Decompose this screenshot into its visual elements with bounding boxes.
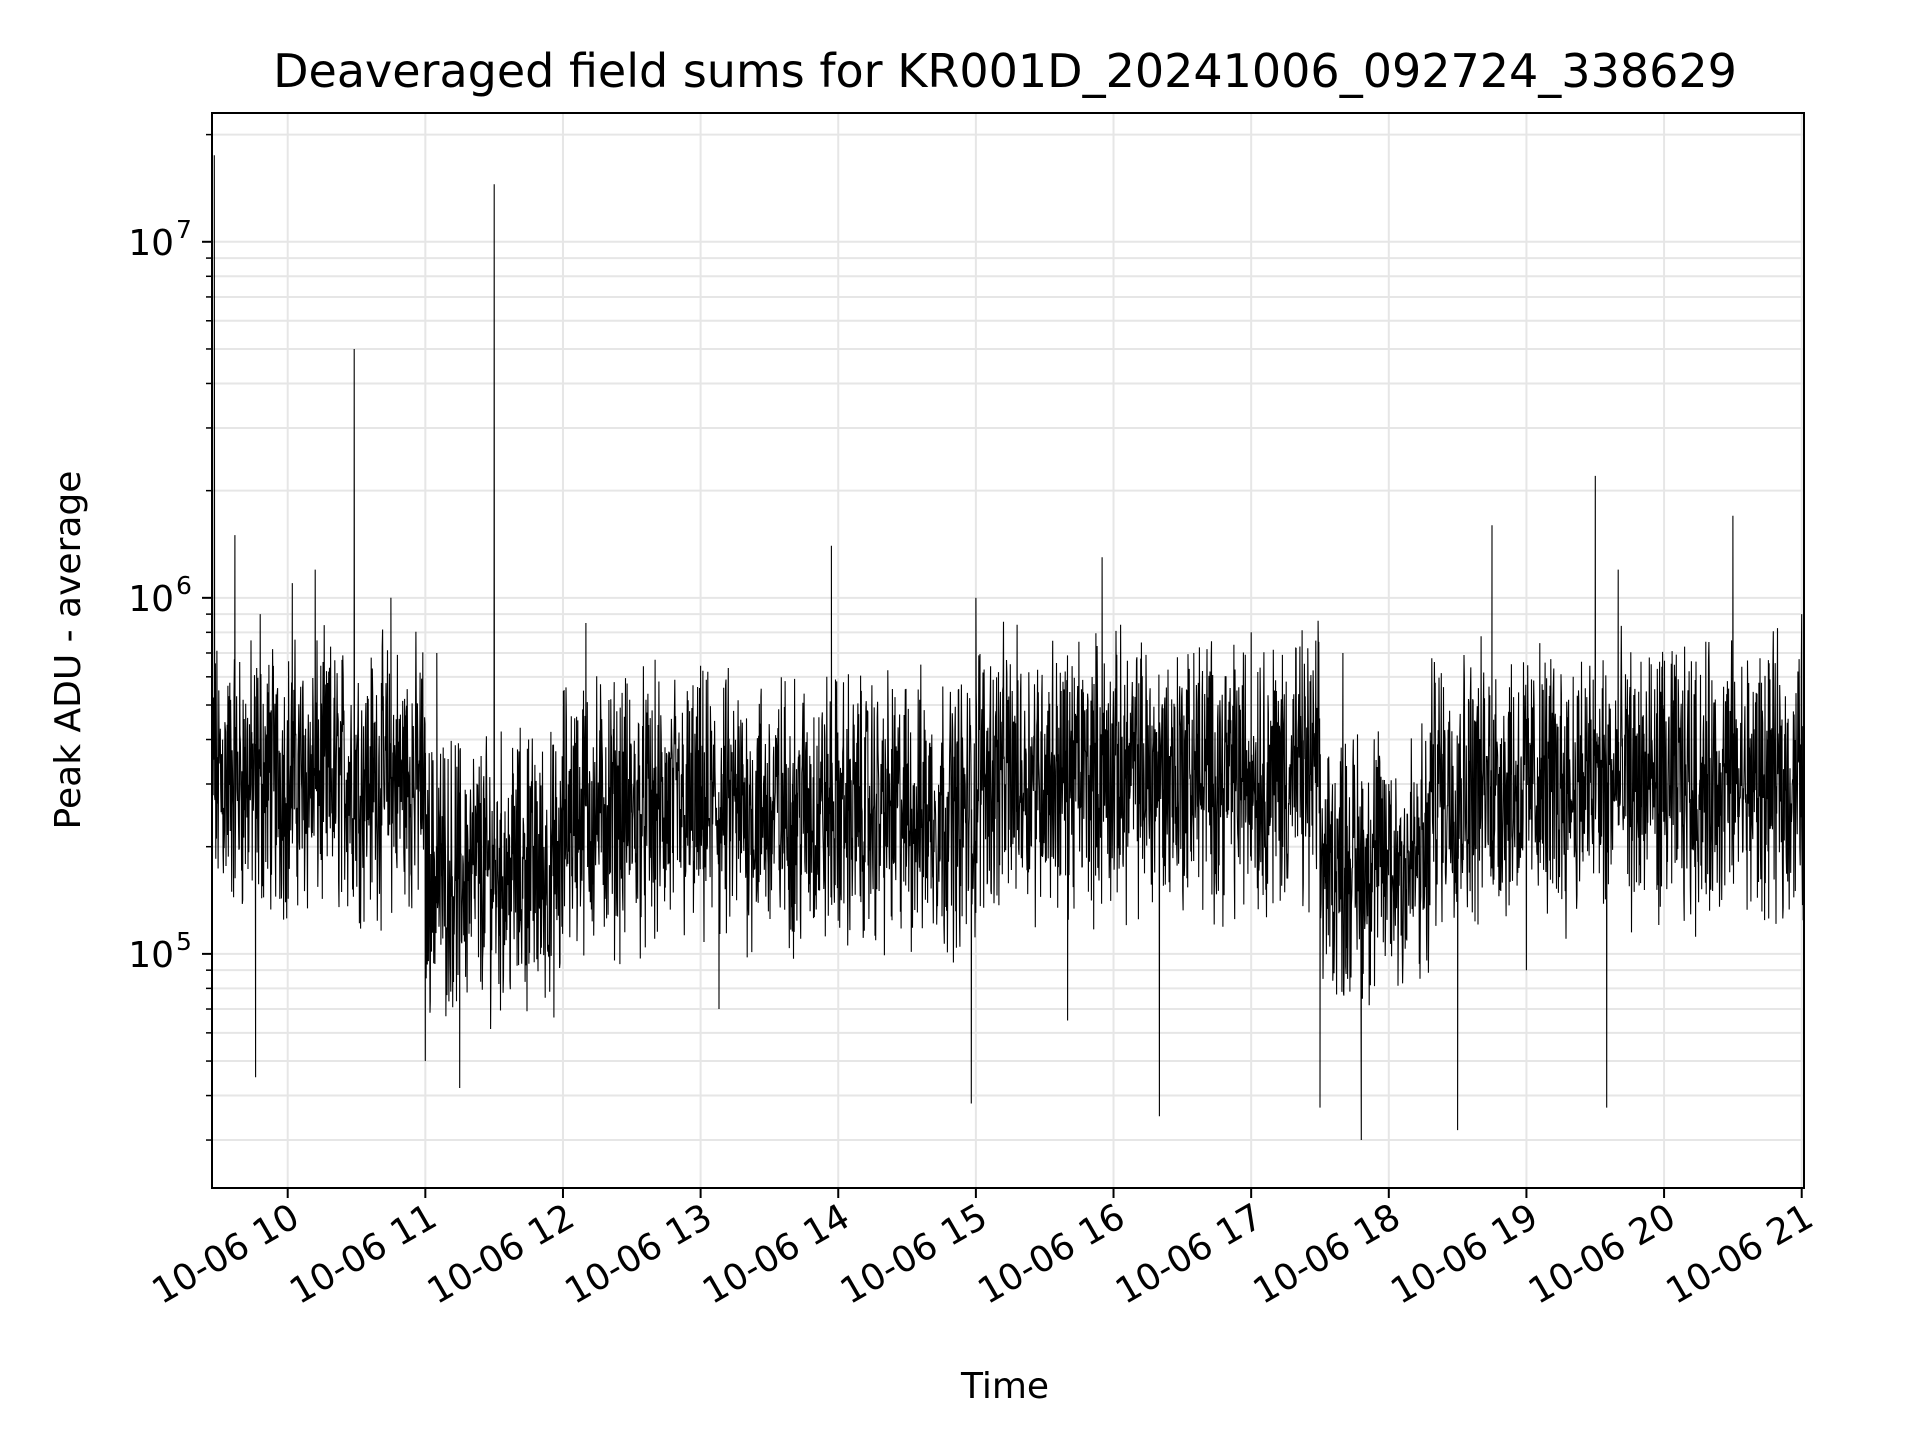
x-tick-label: 10-06 12 (421, 1196, 582, 1312)
y-tick-label: 10 (128, 223, 174, 264)
gridlines (212, 113, 1804, 1188)
x-tick-label: 10-06 13 (558, 1196, 719, 1312)
series-line (211, 155, 1805, 1141)
x-tick-label: 10-06 20 (1522, 1196, 1683, 1312)
plot-frame (211, 112, 1805, 1189)
x-tick-label: 10-06 11 (283, 1196, 444, 1312)
y-tick-exponent: 5 (176, 927, 192, 956)
chart-title: Deaveraged field sums for KR001D_2024100… (273, 44, 1737, 98)
x-tick-label: 10-06 18 (1247, 1196, 1408, 1312)
y-tick-exponent: 6 (176, 571, 192, 600)
y-axis-label: Peak ADU - average (48, 471, 89, 830)
x-tick-label: 10-06 15 (834, 1196, 995, 1312)
x-tick-label: 10-06 10 (146, 1196, 307, 1312)
y-tick-label: 10 (128, 935, 174, 976)
x-tick-label: 10-06 21 (1660, 1196, 1821, 1312)
x-tick-label: 10-06 19 (1384, 1196, 1545, 1312)
x-tick-label: 10-06 14 (696, 1196, 857, 1312)
x-axis-label: Time (960, 1366, 1049, 1407)
x-tick-label: 10-06 16 (971, 1196, 1132, 1312)
y-tick-exponent: 7 (176, 215, 192, 244)
y-tick-label: 10 (128, 579, 174, 620)
x-tick-label: 10-06 17 (1109, 1196, 1270, 1312)
